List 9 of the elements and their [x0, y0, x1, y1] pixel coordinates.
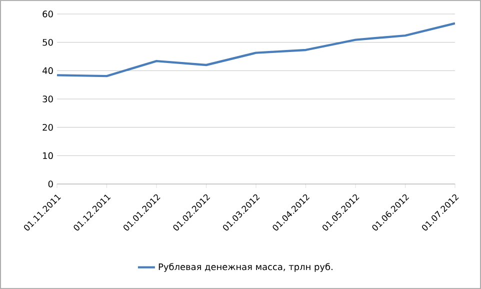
y-tick-label: 20 — [42, 124, 53, 131]
legend-label: Рублевая денежная масса, трлн руб. — [158, 263, 332, 272]
line-series — [57, 22, 455, 78]
y-tick-label: 40 — [42, 67, 53, 74]
y-tick-label: 0 — [48, 180, 53, 188]
y-tick-label: 10 — [43, 152, 53, 160]
y-tick-label: 30 — [42, 96, 53, 102]
y-tick-label: 60 — [42, 10, 53, 18]
y-tick-label: 50 — [42, 38, 53, 46]
